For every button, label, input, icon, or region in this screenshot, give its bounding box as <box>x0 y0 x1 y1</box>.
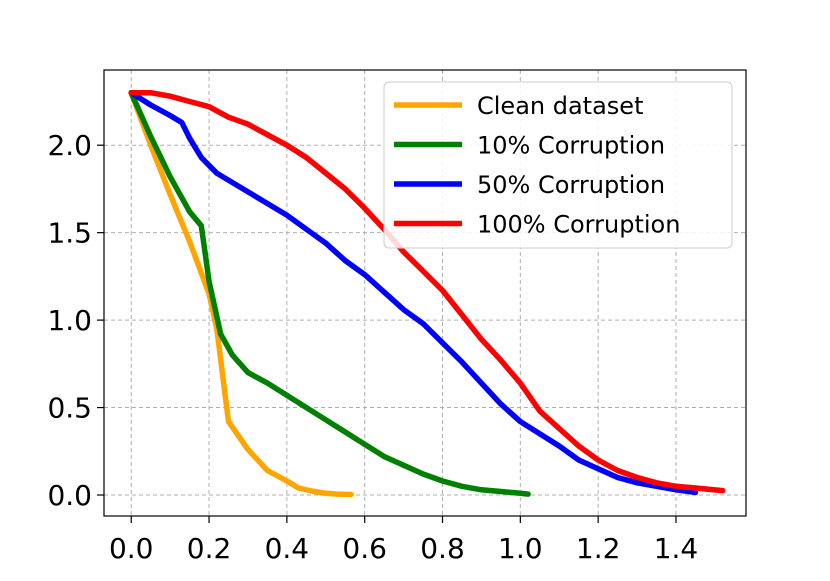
legend-box <box>383 81 733 249</box>
legend-label: 100% Corruption <box>477 211 680 239</box>
y-tick-label: 1.5 <box>47 217 92 250</box>
y-tick-label: 2.0 <box>47 129 92 162</box>
x-tick-label: 1.2 <box>576 532 621 565</box>
plot-frame <box>103 69 747 517</box>
axis-ticks: 0.0 0.2 0.4 0.6 0.8 1.0 1.2 1.4 0.0 0.5 1.0 1.5 2.0 <box>47 129 698 565</box>
series-line-0 <box>128 89 354 498</box>
legend-label: 50% Corruption <box>477 171 665 199</box>
x-tick-label: 0.6 <box>342 532 387 565</box>
x-tick-label: 1.4 <box>654 532 699 565</box>
y-tick-label: 0.5 <box>47 392 92 425</box>
x-tick-label: 0.4 <box>265 532 310 565</box>
legend: Clean dataset 10% Corruption 50% Corruptio… <box>383 81 733 249</box>
legend-label: Clean dataset <box>477 92 643 120</box>
x-tick-label: 0.0 <box>109 532 154 565</box>
y-tick-label: 1.0 <box>47 304 92 337</box>
series-layer <box>128 89 726 498</box>
series-line-3 <box>128 89 726 494</box>
series-line-1 <box>128 89 531 497</box>
series-line-2 <box>128 89 699 496</box>
legend-label: 10% Corruption <box>477 132 665 160</box>
x-tick-label: 0.8 <box>420 532 465 565</box>
y-tick-label: 0.0 <box>47 479 92 512</box>
x-tick-label: 0.2 <box>187 532 232 565</box>
x-tick-label: 1.0 <box>498 532 543 565</box>
